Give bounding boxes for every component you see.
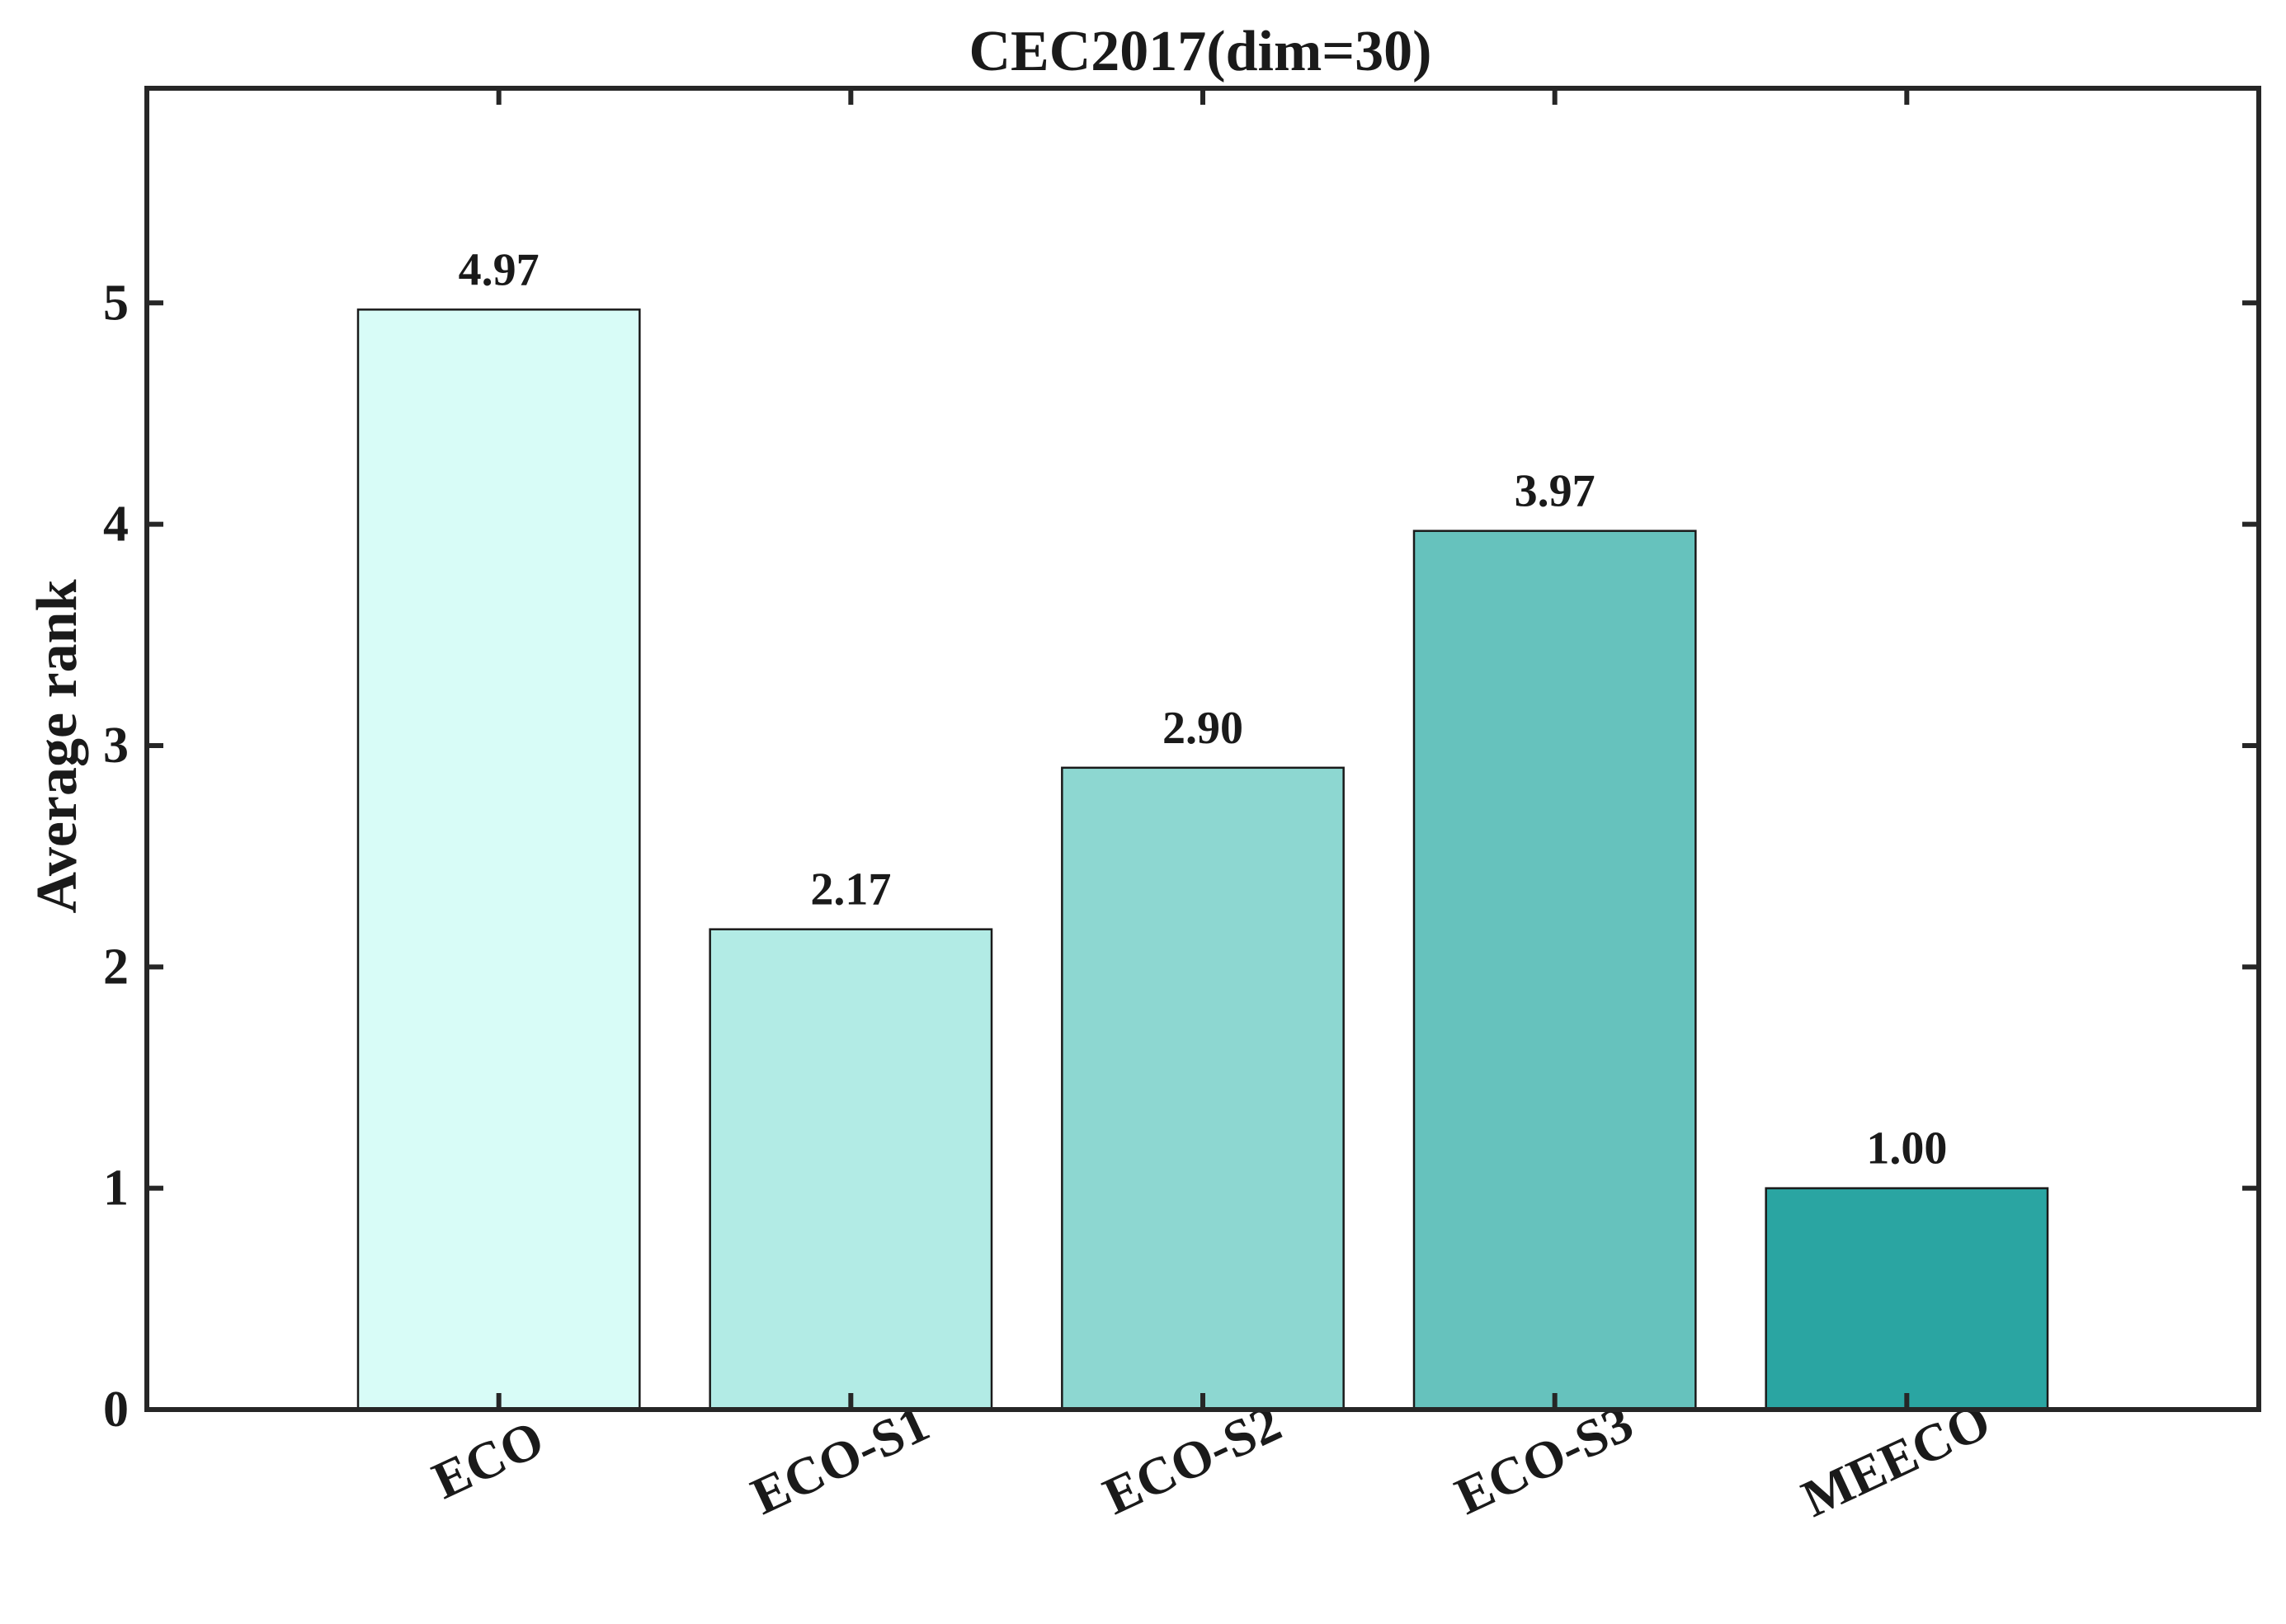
bar-value-label: 4.97 bbox=[459, 244, 540, 295]
ticks-layer bbox=[147, 88, 2259, 1410]
bar-eco bbox=[356, 308, 641, 1411]
x-tick-label: ECO-S2 bbox=[1095, 1393, 1289, 1526]
bar-eco-s3 bbox=[1412, 530, 1697, 1411]
plot-frame bbox=[144, 86, 2261, 1412]
bar-eco-s2 bbox=[1061, 766, 1345, 1411]
y-tick-label: 4 bbox=[103, 497, 129, 553]
chart-title: CEC2017(dim=30) bbox=[969, 20, 1432, 83]
y-tick-label: 2 bbox=[103, 939, 129, 995]
y-tick-label: 0 bbox=[103, 1382, 129, 1438]
x-tick-label: ECO-S3 bbox=[1446, 1393, 1641, 1526]
y-axis-label: Average rank bbox=[26, 579, 89, 913]
x-tick-label: ECO bbox=[424, 1409, 553, 1510]
bar-value-label: 2.90 bbox=[1162, 703, 1243, 754]
bars-layer bbox=[356, 308, 2049, 1411]
y-tick-label: 5 bbox=[103, 275, 129, 331]
x-tick-label: ECO-S1 bbox=[742, 1393, 937, 1526]
y-tick-label: 3 bbox=[103, 718, 129, 774]
y-tick-label: 1 bbox=[103, 1160, 129, 1217]
bar-eco-s1 bbox=[709, 928, 993, 1411]
bar-value-label: 3.97 bbox=[1515, 466, 1595, 517]
bar-value-label: 1.00 bbox=[1866, 1123, 1947, 1174]
bar-meeco bbox=[1765, 1187, 2049, 1411]
bar-value-label: 2.17 bbox=[810, 864, 891, 916]
